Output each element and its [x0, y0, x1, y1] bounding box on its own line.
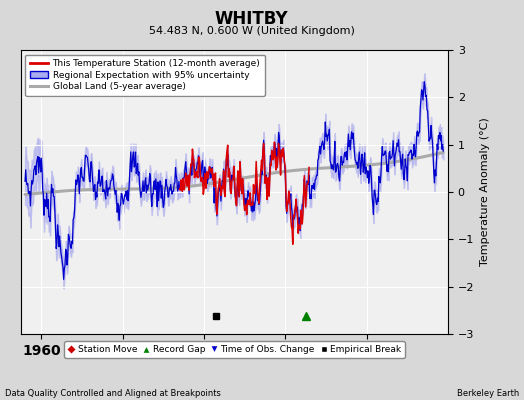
Text: 54.483 N, 0.600 W (United Kingdom): 54.483 N, 0.600 W (United Kingdom) [149, 26, 354, 36]
Y-axis label: Temperature Anomaly (°C): Temperature Anomaly (°C) [480, 118, 490, 266]
Legend: Station Move, Record Gap, Time of Obs. Change, Empirical Break: Station Move, Record Gap, Time of Obs. C… [64, 341, 405, 358]
Text: Data Quality Controlled and Aligned at Breakpoints: Data Quality Controlled and Aligned at B… [5, 389, 221, 398]
Text: Berkeley Earth: Berkeley Earth [456, 389, 519, 398]
Text: WHITBY: WHITBY [215, 10, 288, 28]
